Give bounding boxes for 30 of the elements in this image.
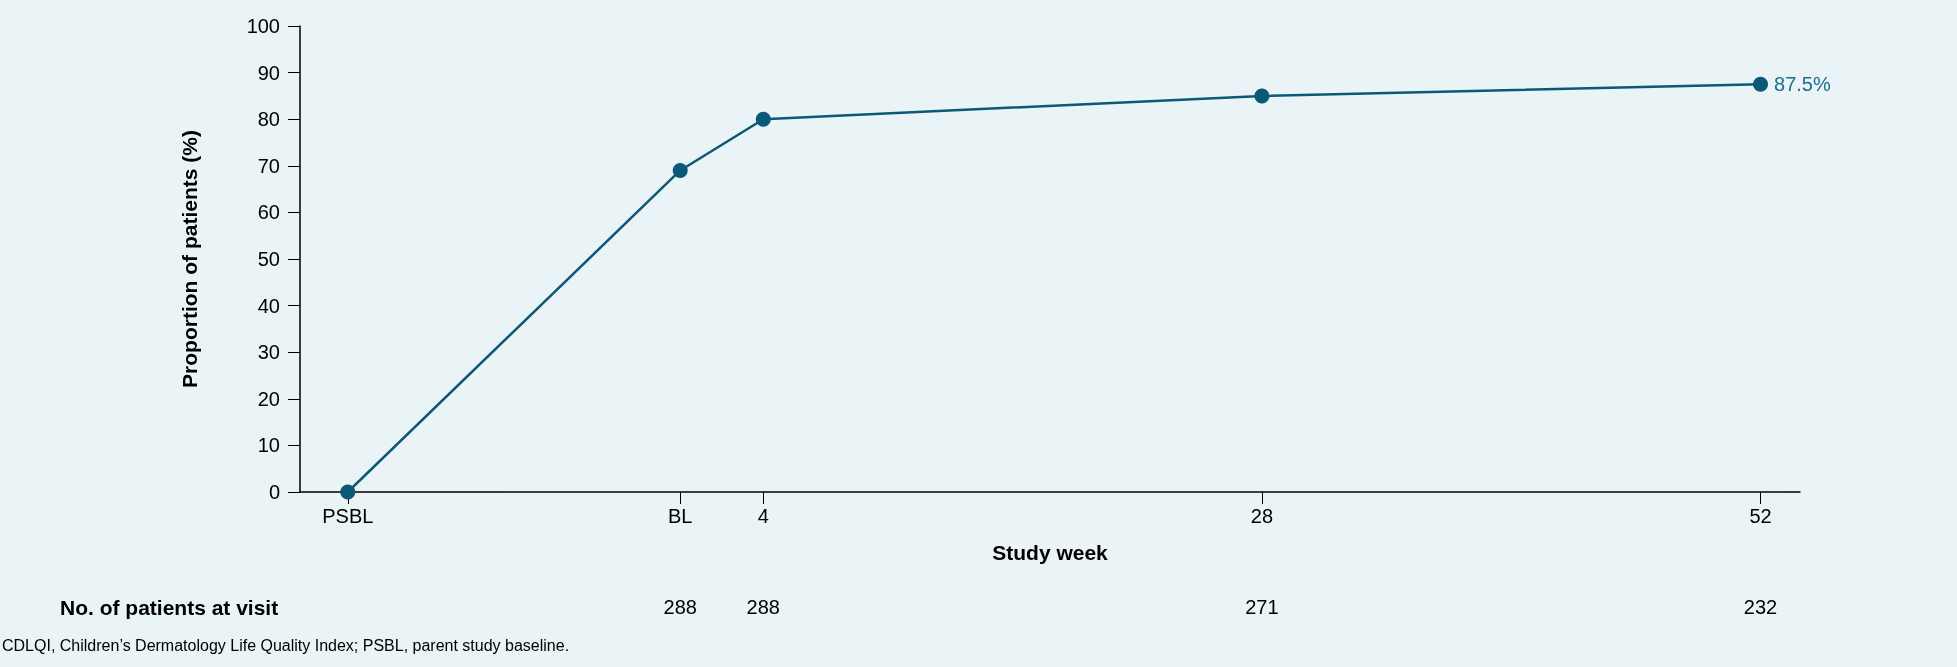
point xyxy=(672,162,688,178)
text: 232 xyxy=(1743,596,1778,618)
y-tick-label: 100 xyxy=(246,15,280,37)
point xyxy=(340,484,356,500)
y-tick-label: 90 xyxy=(257,61,280,84)
y-tick-label: 50 xyxy=(257,248,280,270)
x-tick-label: 52 xyxy=(1749,505,1772,527)
text: 288 xyxy=(746,596,780,618)
y-tick-label: 30 xyxy=(257,341,280,364)
y-tick-label: 0 xyxy=(268,481,280,503)
y-tick-label: 80 xyxy=(257,108,280,131)
point xyxy=(1753,76,1769,92)
y-tick-label: 20 xyxy=(257,387,280,410)
x-tick-label: 4 xyxy=(757,505,769,527)
point xyxy=(755,111,771,127)
data-label: 87.5% xyxy=(1774,73,1831,96)
y-tick-label: 70 xyxy=(257,154,280,177)
y-tick-label: 40 xyxy=(257,294,280,317)
y-tick-label: 10 xyxy=(257,434,280,457)
text: 271 xyxy=(1245,596,1279,618)
text: No. of patients at visit xyxy=(60,595,279,619)
x-tick-label: 28 xyxy=(1250,505,1274,527)
x-tick-label: BL xyxy=(667,505,693,527)
x-tick-label: PSBL xyxy=(322,505,374,527)
y-tick-label: 60 xyxy=(257,201,280,224)
text: CDLQI, Children’s Dermatology Life Quality Index; PSBL, parent study baseline. xyxy=(2,636,570,654)
text: 288 xyxy=(663,596,697,618)
point xyxy=(1254,88,1270,104)
x-axis-title: Study week xyxy=(992,541,1109,564)
y-axis-title: Proportion of patients (%) xyxy=(178,130,201,388)
